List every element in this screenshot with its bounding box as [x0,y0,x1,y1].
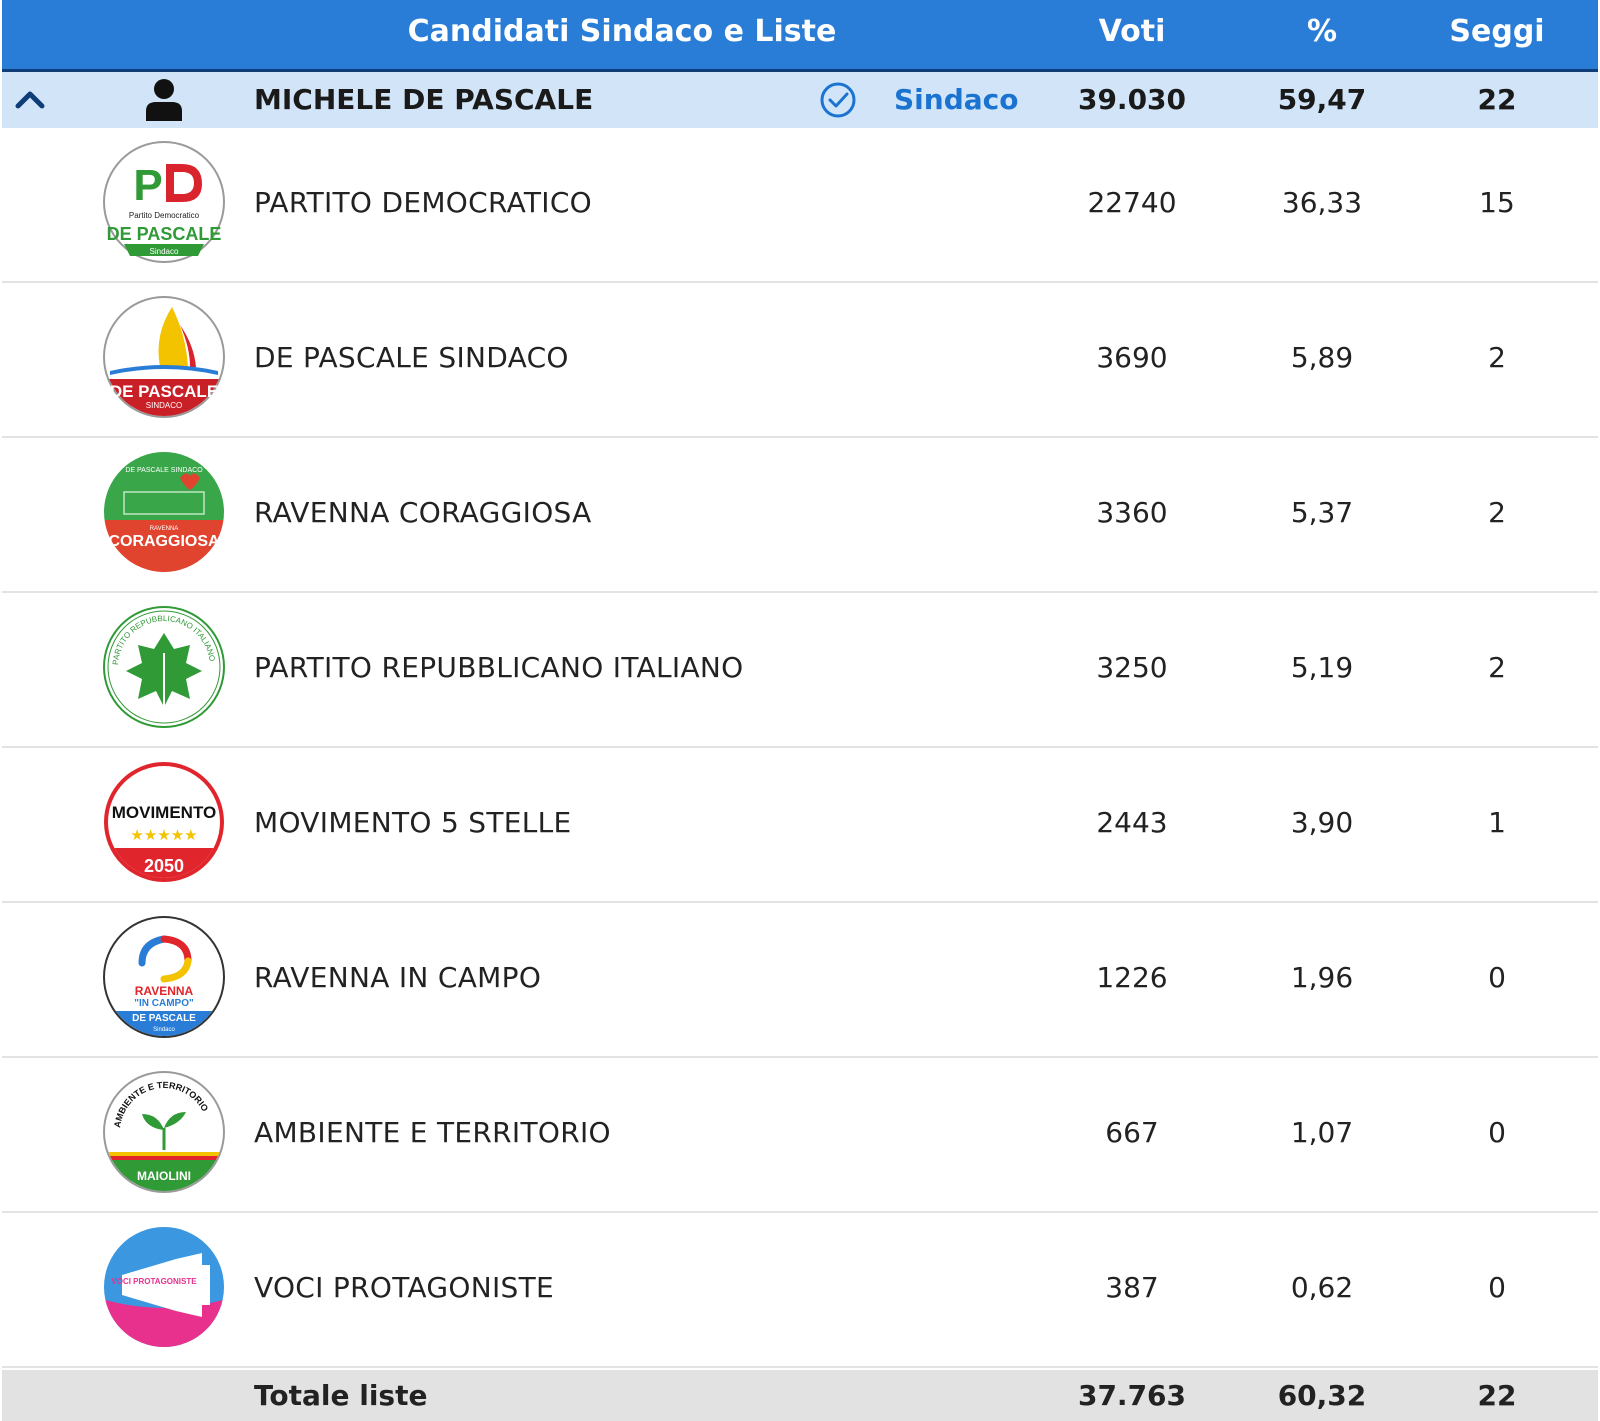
check-circle-icon [818,80,858,120]
list-percent: 36,33 [1281,186,1363,219]
svg-text:Sindaco: Sindaco [150,247,179,256]
svg-text:CORAGGIOSA: CORAGGIOSA [108,533,220,550]
list-seats: 2 [1488,651,1506,684]
svg-text:★★★★★: ★★★★★ [130,826,197,844]
list-votes: 2443 [1096,806,1168,839]
list-votes: 667 [1105,1116,1159,1149]
list-seats: 15 [1479,186,1515,219]
svg-text:"IN CAMPO": "IN CAMPO" [134,998,194,1009]
sailboat-logo-icon: DE PASCALE SINDACO [102,295,226,419]
list-seats: 0 [1488,1116,1506,1149]
list-votes: 1226 [1096,961,1168,994]
ravenna-in-campo-logo-icon: RAVENNA "IN CAMPO" DE PASCALE Sindaco [102,915,226,1039]
list-votes: 3250 [1096,651,1168,684]
sprout-logo-icon: AMBIENTE E TERRITORIO MAIOLINI [102,1070,226,1194]
list-percent: 5,37 [1290,496,1354,529]
total-label: Totale liste [254,1379,428,1412]
candidate-seats: 22 [1477,83,1517,116]
svg-text:SINDACO: SINDACO [146,401,182,410]
svg-text:VOCI PROTAGONISTE: VOCI PROTAGONISTE [111,1277,197,1286]
list-row-partito-democratico: P Partito Democratico DE PASCALE Sindaco… [2,128,1598,283]
list-percent: 3,90 [1290,806,1354,839]
total-seats: 22 [1477,1379,1517,1412]
svg-text:P: P [133,161,162,210]
list-seats: 0 [1488,1271,1506,1304]
chevron-up-icon[interactable] [10,82,50,116]
total-votes: 37.763 [1077,1379,1187,1412]
list-row-ravenna-coraggiosa: DE PASCALE SINDACO RAVENNA CORAGGIOSA RA… [2,438,1598,593]
list-row-ambiente-e-territorio: AMBIENTE E TERRITORIO MAIOLINI AMBIENTE … [2,1058,1598,1213]
list-percent: 5,19 [1290,651,1354,684]
list-name: RAVENNA IN CAMPO [254,961,542,994]
list-row-voci-protagoniste: VOCI PROTAGONISTE VOCI PROTAGONISTE 387 … [2,1213,1598,1368]
header-seats: Seggi [1449,14,1545,49]
svg-text:RAVENNA: RAVENNA [135,984,194,998]
candidate-percent: 59,47 [1277,83,1367,116]
svg-text:MAIOLINI: MAIOLINI [137,1169,191,1183]
ivy-leaf-logo-icon: PARTITO REPUBBLICANO ITALIANO [102,605,226,729]
megaphone-logo-icon: VOCI PROTAGONISTE [102,1225,226,1349]
list-name: AMBIENTE E TERRITORIO [254,1116,611,1149]
list-name: MOVIMENTO 5 STELLE [254,806,572,839]
candidate-name: MICHELE DE PASCALE [254,83,594,116]
list-votes: 3360 [1096,496,1168,529]
svg-text:Partito Democratico: Partito Democratico [129,211,200,220]
list-votes: 22740 [1087,186,1177,219]
m5s-logo-icon: MOVIMENTO ★★★★★ 2050 [102,760,226,884]
table-header: Candidati Sindaco e Liste Voti % Seggi [2,0,1598,72]
svg-text:2050: 2050 [144,856,184,876]
list-percent: 1,07 [1290,1116,1354,1149]
svg-text:DE PASCALE: DE PASCALE [132,1013,196,1024]
list-percent: 5,89 [1290,341,1354,374]
list-name: PARTITO REPUBBLICANO ITALIANO [254,651,744,684]
pd-logo-icon: P Partito Democratico DE PASCALE Sindaco [102,140,226,264]
svg-text:DE PASCALE SINDACO: DE PASCALE SINDACO [125,467,203,474]
list-name: RAVENNA CORAGGIOSA [254,496,592,529]
list-name: VOCI PROTAGONISTE [254,1271,554,1304]
list-percent: 0,62 [1290,1271,1354,1304]
list-name: PARTITO DEMOCRATICO [254,186,593,219]
list-seats: 2 [1488,496,1506,529]
coraggiosa-logo-icon: DE PASCALE SINDACO RAVENNA CORAGGIOSA [102,450,226,574]
svg-text:DE PASCALE: DE PASCALE [110,382,218,401]
total-percent: 60,32 [1277,1379,1367,1412]
header-percent: % [1306,14,1338,49]
total-row: Totale liste 37.763 60,32 22 [2,1370,1598,1421]
svg-text:Sindaco: Sindaco [153,1027,175,1033]
list-row-movimento-5-stelle: MOVIMENTO ★★★★★ 2050 MOVIMENTO 5 STELLE … [2,748,1598,903]
candidate-votes: 39.030 [1077,83,1187,116]
list-seats: 0 [1488,961,1506,994]
list-seats: 1 [1488,806,1506,839]
svg-text:RAVENNA: RAVENNA [150,526,179,532]
list-percent: 1,96 [1290,961,1354,994]
list-votes: 3690 [1096,341,1168,374]
header-title: Candidati Sindaco e Liste [407,14,837,49]
list-name: DE PASCALE SINDACO [254,341,569,374]
candidate-role: Sindaco [894,83,1019,116]
list-row-partito-repubblicano-italiano: PARTITO REPUBBLICANO ITALIANO PARTITO RE… [2,593,1598,748]
candidate-row[interactable]: MICHELE DE PASCALE Sindaco 39.030 59,47 … [2,72,1598,128]
header-votes: Voti [1098,14,1166,49]
list-seats: 2 [1488,341,1506,374]
list-row-ravenna-in-campo: RAVENNA "IN CAMPO" DE PASCALE Sindaco RA… [2,903,1598,1058]
person-icon [144,77,184,121]
list-votes: 387 [1105,1271,1159,1304]
svg-text:DE PASCALE: DE PASCALE [107,224,222,244]
svg-text:MOVIMENTO: MOVIMENTO [112,803,217,822]
list-row-de-pascale-sindaco: DE PASCALE SINDACO DE PASCALE SINDACO 36… [2,283,1598,438]
